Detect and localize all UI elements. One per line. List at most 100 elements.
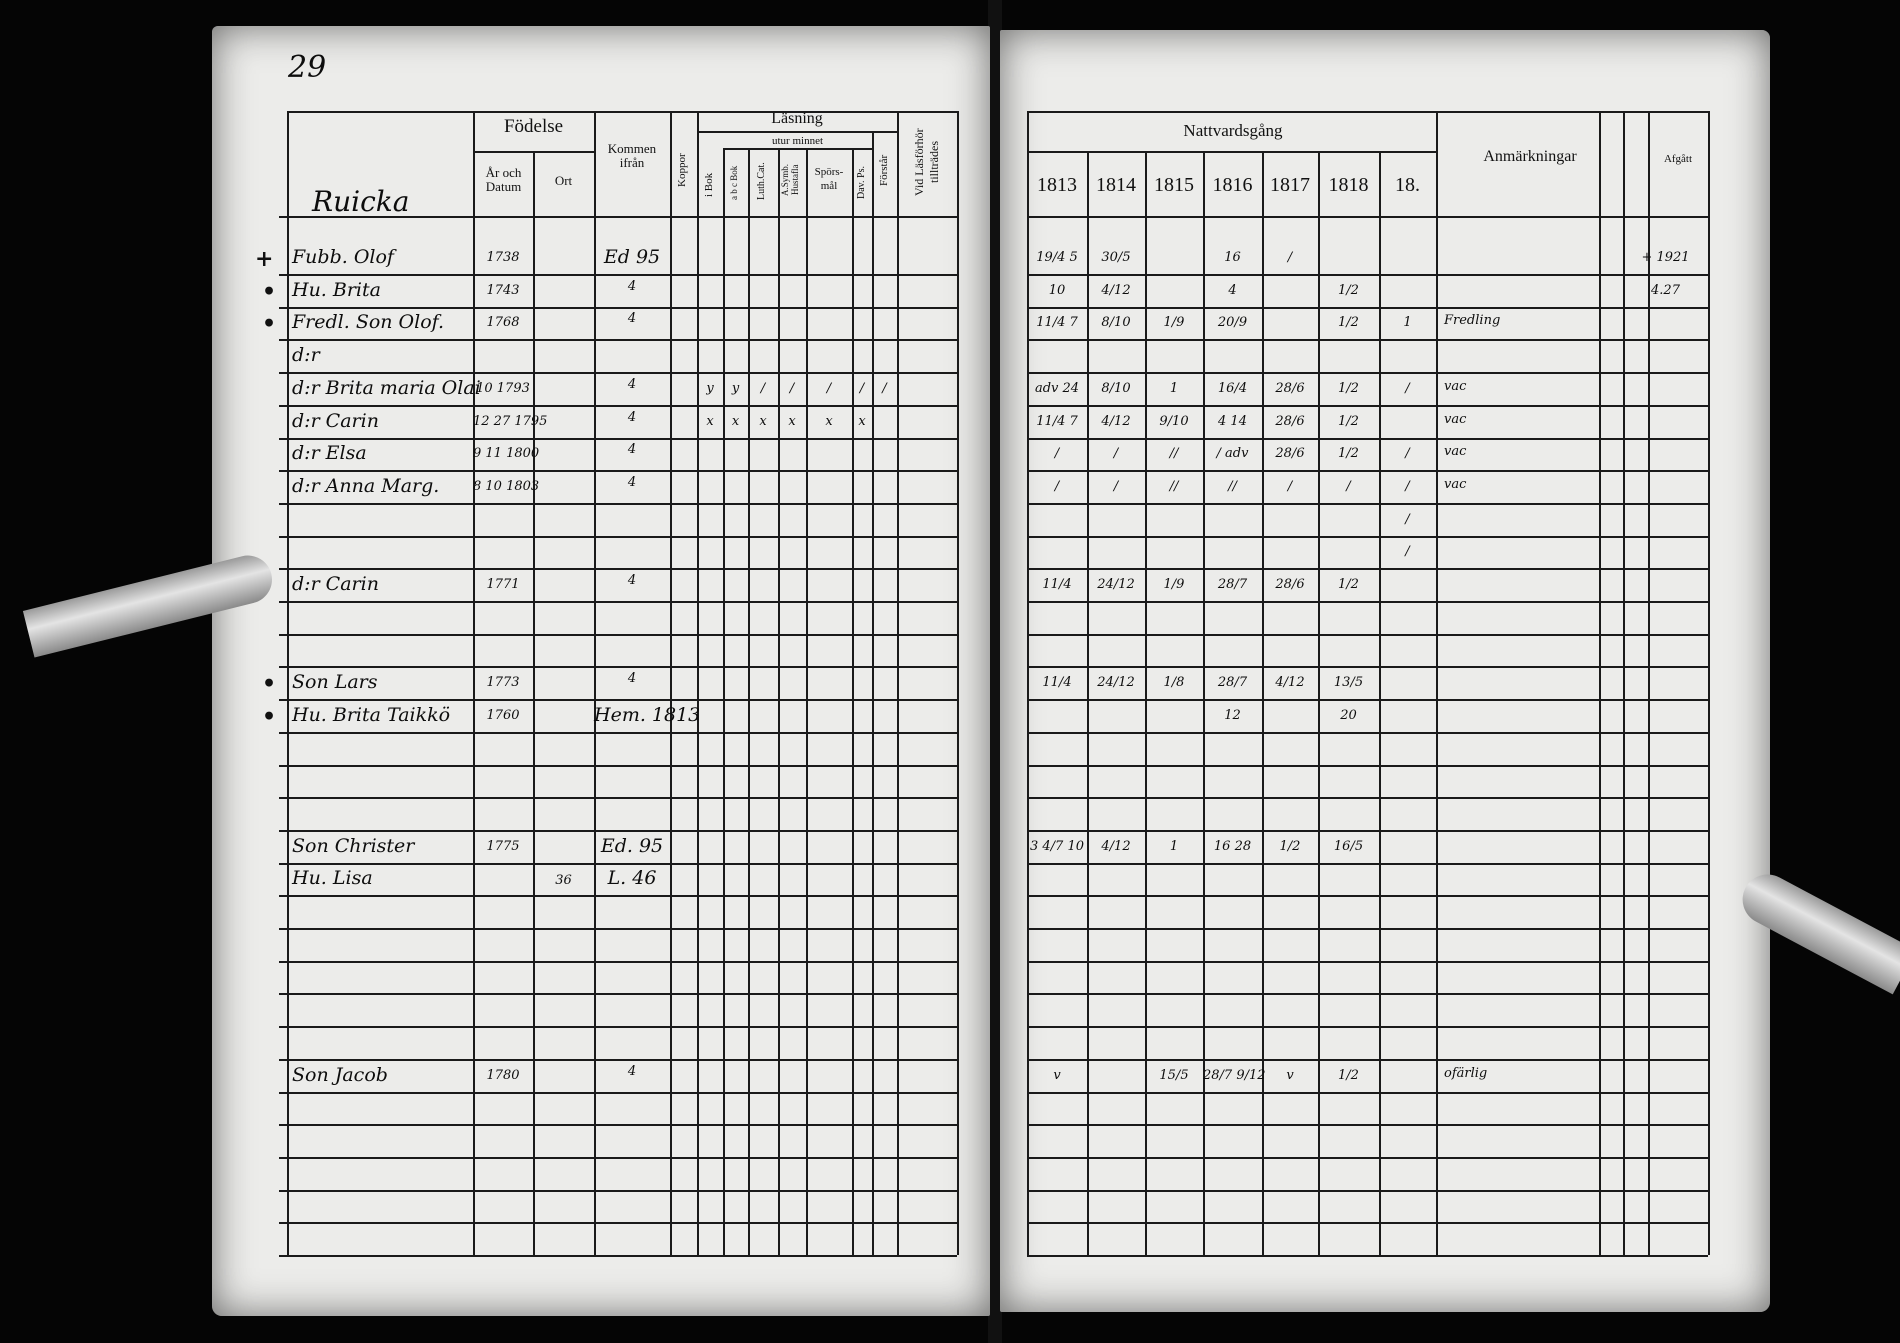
row-rule [1027,1255,1708,1257]
row-rule [279,502,957,505]
header-top-rule [1027,111,1708,113]
remark: Fredling [1444,313,1501,329]
header-communion: Nattvardsgång [1183,121,1283,140]
communion-entry: 11/4 [1042,675,1072,691]
row-rule [1027,633,1708,636]
row-rule [1027,862,1708,865]
communion-entry: / [1054,478,1060,494]
reading-mark: / [882,380,887,396]
column-rule [533,151,535,1255]
reading-mark: y [731,380,740,396]
person-name: Fubb. Olof [292,246,394,268]
communion-entry: 30/5 [1101,250,1131,265]
header-in-book: i Bok [703,172,715,198]
reading-mark: x [788,413,796,429]
birth-year: 12 27 1795 [473,413,548,429]
communion-entry: / [1113,446,1119,462]
communion-entry: 11/4 7 [1036,315,1078,331]
communion-entry: 19/4 5 [1036,250,1078,265]
column-rule [1599,111,1601,1255]
came-from: 4 [627,278,637,294]
row-rule [1027,404,1708,407]
page-number: 29 [288,50,327,85]
person-name: d:r [292,344,320,367]
year-header-6: 18. [1395,174,1420,196]
column-rule [287,111,289,1255]
birth-year: 1771 [486,577,520,592]
came-from: 4 [627,311,637,327]
departed-entry: 4.27 [1651,282,1680,298]
header-birth: Födelse [503,116,564,137]
reading-mark: / [826,380,832,396]
header-catechism: Luth.Cat. [756,162,767,200]
row-rule [1027,1189,1708,1192]
column-rule [473,111,475,1255]
communion-entry: 24/12 [1097,675,1135,691]
column-rule [697,111,699,1255]
row-rule [279,404,957,407]
column-rule [806,148,808,1255]
row-rule [279,666,957,669]
row-rule [279,339,957,342]
remark: vac [1444,476,1467,492]
communion-entry: 4/12 [1275,675,1305,691]
communion-entry: 24/12 [1097,577,1135,592]
communion-entry: 28/6 [1275,413,1305,429]
person-name: d:r Anna Marg. [292,474,440,497]
person-name: d:r Carin [292,573,379,595]
came-from: 4 [627,376,637,392]
communion-entry: / adv [1216,446,1249,462]
village-name: Ruicka [312,185,410,218]
communion-entry: / [1113,478,1119,494]
came-from: Ed 95 [603,246,661,268]
birth-year: 9 11 1800 [473,446,540,462]
year-header-1: 1814 [1096,174,1136,196]
column-rule [1145,151,1147,1255]
communion-entry: 8/10 [1101,315,1131,331]
row-rule [1027,339,1708,342]
person-name: Son Christer [292,834,415,857]
communion-entry: 12 [1224,707,1241,723]
birth-year: 1738 [486,250,520,265]
row-rule [279,274,957,276]
year-header-4: 1817 [1270,174,1310,196]
communion-entry: 28/7 9/12 [1203,1067,1266,1083]
communion-entry: 4/12 [1101,282,1131,298]
remark: vac [1444,378,1467,394]
row-rule [279,306,957,309]
communion-entry: 1/2 [1279,838,1301,854]
communion-entry: 1 [1403,315,1412,331]
reading-mark: / [789,380,795,396]
row-rule [1027,1156,1708,1159]
came-from: 4 [627,409,637,425]
row-rule [279,829,957,832]
communion-entry: adv 24 [1034,380,1080,396]
row-rule [279,568,957,571]
communion-entry: 28/6 [1275,446,1305,462]
birth-place: 36 [555,873,572,889]
header-by-heart: utur minnet [771,135,824,147]
year-header-3: 1816 [1212,174,1253,196]
row-rule [279,1222,957,1225]
deceased-cross-mark: + [255,246,274,272]
communion-entry: / [1346,478,1351,494]
remark: vac [1444,444,1467,460]
header-questions: Spörs-mål [814,166,844,192]
row-rule [1027,1222,1708,1225]
column-rule [723,148,725,1255]
header-abc-book: a b c Bok [729,165,739,200]
row-rule [279,216,957,218]
header-birth-place: Ort [554,173,573,188]
communion-entry: 3 4/7 10 [1030,838,1084,854]
communion-entry: 16 28 [1213,838,1252,854]
communion-entry: / [1054,446,1060,462]
reading-mark: / [859,380,865,396]
communion-entry: / [1405,446,1410,462]
row-rule [279,1156,957,1159]
communion-entry: 1/2 [1338,577,1359,592]
person-name: Hu. Brita Taikkö [292,703,451,726]
communion-entry: / [1287,250,1293,265]
communion-entry: 1 [1169,380,1179,396]
row-rule [279,470,957,473]
row-rule [279,535,957,538]
